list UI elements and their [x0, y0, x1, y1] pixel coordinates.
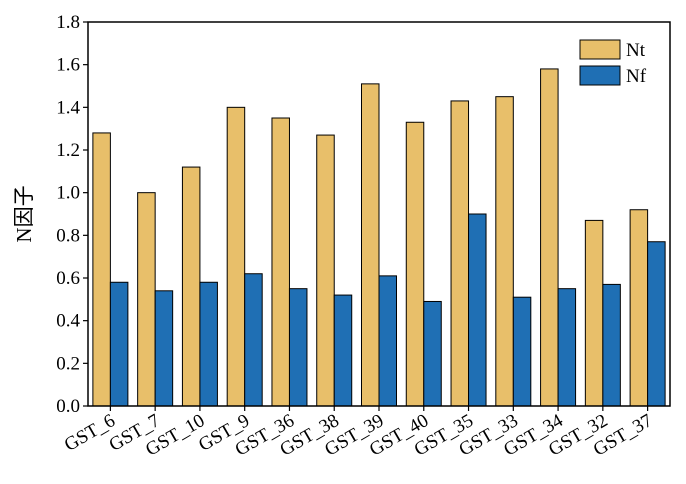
bar-nt-gst-33 [495, 96, 514, 407]
legend-swatch-nf [579, 65, 621, 86]
legend-label-nf: Nf [626, 66, 647, 87]
bar-nf-gst-9 [244, 273, 263, 407]
bar-nf-gst-32 [602, 283, 621, 407]
bar-nf-gst-33 [512, 296, 532, 407]
y-tick-label: 1.8 [56, 12, 80, 33]
x-axis: GST_6GST_7GST_10GST_9GST_36GST_38GST_39G… [61, 406, 656, 461]
bar-nt-gst-9 [226, 106, 246, 407]
bar-nt-gst-35 [450, 100, 470, 407]
bar-nf-gst-39 [378, 275, 397, 407]
plot-frame [87, 21, 671, 407]
bar-nt-gst-6 [92, 132, 111, 407]
bar-nf-gst-7 [154, 290, 174, 407]
y-tick-label: 0.6 [56, 268, 80, 289]
bar-nt-gst-32 [584, 219, 604, 407]
y-tick-label: 1.0 [56, 183, 80, 204]
bar-nt-gst-10 [181, 166, 201, 407]
bar-nf-gst-36 [288, 288, 308, 407]
bar-nt-gst-38 [316, 134, 335, 407]
legend-swatch-nt [579, 39, 621, 60]
bar-nf-gst-40 [423, 300, 442, 407]
y-tick-label: 0.8 [56, 225, 80, 246]
y-tick-label: 1.2 [56, 140, 80, 161]
bar-nf-gst-6 [109, 281, 129, 407]
y-tick-label: 1.4 [56, 97, 80, 118]
bar-nt-gst-7 [137, 192, 156, 407]
bar-nf-gst-37 [647, 241, 666, 407]
legend: Nt Nf [579, 39, 647, 87]
bar-nf-gst-35 [468, 213, 487, 407]
bar-nt-gst-39 [361, 83, 380, 407]
bar-nf-gst-38 [333, 294, 353, 407]
bar-nt-gst-40 [405, 121, 425, 407]
bar-nt-gst-37 [629, 209, 649, 407]
bar-nt-gst-34 [540, 68, 559, 407]
y-tick-label: 0.2 [56, 353, 80, 374]
y-axis: 0.0 0.2 0.4 0.6 0.8 1.0 1.2 1.4 1.6 1.8 [56, 12, 88, 417]
bar-nf-gst-34 [557, 288, 577, 407]
y-tick-label: 0.0 [56, 396, 80, 417]
y-tick-label: 0.4 [56, 311, 80, 332]
bar-nf-gst-10 [199, 281, 218, 407]
y-axis-label: N因子 [12, 185, 36, 242]
bars-group [92, 68, 666, 407]
bar-nt-gst-36 [271, 117, 290, 407]
legend-label-nt: Nt [626, 40, 646, 61]
y-tick-label: 1.6 [56, 55, 80, 76]
